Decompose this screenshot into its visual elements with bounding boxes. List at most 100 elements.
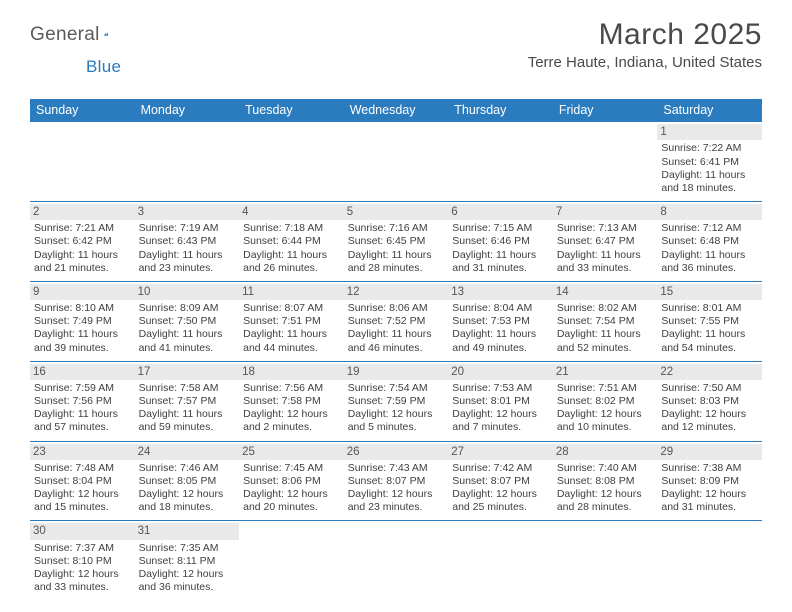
- daylight-line-2: and 12 minutes.: [661, 421, 758, 434]
- daylight-line-1: Daylight: 11 hours: [34, 328, 131, 341]
- daylight-line-1: Daylight: 11 hours: [661, 169, 758, 182]
- daylight-line-1: Daylight: 11 hours: [661, 328, 758, 341]
- sunrise-line: Sunrise: 7:51 AM: [557, 382, 654, 395]
- daylight-line-2: and 5 minutes.: [348, 421, 445, 434]
- sunrise-line: Sunrise: 7:48 AM: [34, 462, 131, 475]
- sunrise-line: Sunrise: 7:40 AM: [557, 462, 654, 475]
- calendar-cell: 5Sunrise: 7:16 AMSunset: 6:45 PMDaylight…: [344, 201, 449, 281]
- day-number: 24: [135, 444, 240, 460]
- sunset-line: Sunset: 6:47 PM: [557, 235, 654, 248]
- daylight-line-1: Daylight: 11 hours: [452, 249, 549, 262]
- daylight-line-1: Daylight: 12 hours: [452, 408, 549, 421]
- calendar-cell-empty: [553, 122, 658, 201]
- daylight-line-1: Daylight: 11 hours: [243, 328, 340, 341]
- daylight-line-2: and 57 minutes.: [34, 421, 131, 434]
- day-number: 31: [135, 523, 240, 539]
- calendar-cell: 21Sunrise: 7:51 AMSunset: 8:02 PMDayligh…: [553, 361, 658, 441]
- daylight-line-2: and 44 minutes.: [243, 342, 340, 355]
- daylight-line-1: Daylight: 11 hours: [348, 328, 445, 341]
- day-details: Sunrise: 8:06 AMSunset: 7:52 PMDaylight:…: [348, 302, 445, 355]
- daylight-line-1: Daylight: 11 hours: [452, 328, 549, 341]
- daylight-line-1: Daylight: 11 hours: [348, 249, 445, 262]
- day-number: 30: [30, 523, 135, 539]
- sunrise-line: Sunrise: 7:16 AM: [348, 222, 445, 235]
- daylight-line-1: Daylight: 12 hours: [139, 568, 236, 581]
- day-number: 28: [553, 444, 658, 460]
- calendar-row: 30Sunrise: 7:37 AMSunset: 8:10 PMDayligh…: [30, 521, 762, 600]
- day-details: Sunrise: 7:51 AMSunset: 8:02 PMDaylight:…: [557, 382, 654, 435]
- sunset-line: Sunset: 7:51 PM: [243, 315, 340, 328]
- daylight-line-1: Daylight: 11 hours: [139, 328, 236, 341]
- daylight-line-2: and 15 minutes.: [34, 501, 131, 514]
- calendar-cell: 3Sunrise: 7:19 AMSunset: 6:43 PMDaylight…: [135, 201, 240, 281]
- day-details: Sunrise: 7:43 AMSunset: 8:07 PMDaylight:…: [348, 462, 445, 515]
- sunset-line: Sunset: 6:42 PM: [34, 235, 131, 248]
- sunrise-line: Sunrise: 8:07 AM: [243, 302, 340, 315]
- calendar-cell-empty: [239, 122, 344, 201]
- sunset-line: Sunset: 7:56 PM: [34, 395, 131, 408]
- sunset-line: Sunset: 8:07 PM: [348, 475, 445, 488]
- daylight-line-1: Daylight: 11 hours: [139, 249, 236, 262]
- calendar-cell: 10Sunrise: 8:09 AMSunset: 7:50 PMDayligh…: [135, 281, 240, 361]
- sunrise-line: Sunrise: 7:53 AM: [452, 382, 549, 395]
- day-details: Sunrise: 7:16 AMSunset: 6:45 PMDaylight:…: [348, 222, 445, 275]
- calendar-cell: 18Sunrise: 7:56 AMSunset: 7:58 PMDayligh…: [239, 361, 344, 441]
- day-number: 8: [657, 204, 762, 220]
- day-number: 29: [657, 444, 762, 460]
- calendar-cell-empty: [239, 521, 344, 600]
- daylight-line-1: Daylight: 12 hours: [557, 488, 654, 501]
- day-number: 26: [344, 444, 449, 460]
- daylight-line-2: and 49 minutes.: [452, 342, 549, 355]
- day-number: 9: [30, 284, 135, 300]
- daylight-line-1: Daylight: 12 hours: [139, 488, 236, 501]
- calendar-cell: 29Sunrise: 7:38 AMSunset: 8:09 PMDayligh…: [657, 441, 762, 521]
- sunset-line: Sunset: 8:04 PM: [34, 475, 131, 488]
- daylight-line-2: and 33 minutes.: [557, 262, 654, 275]
- daylight-line-1: Daylight: 12 hours: [661, 408, 758, 421]
- calendar-cell: 6Sunrise: 7:15 AMSunset: 6:46 PMDaylight…: [448, 201, 553, 281]
- day-number: 16: [30, 364, 135, 380]
- calendar-cell-empty: [344, 521, 449, 600]
- daylight-line-1: Daylight: 12 hours: [34, 568, 131, 581]
- brand-logo: General: [30, 18, 130, 46]
- calendar-cell: 24 Sunrise: 7:46 AMSunset: 8:05 PMDayligh…: [135, 441, 240, 521]
- day-number: 27: [448, 444, 553, 460]
- daylight-line-2: and 2 minutes.: [243, 421, 340, 434]
- day-details: Sunrise: 7:21 AMSunset: 6:42 PMDaylight:…: [34, 222, 131, 275]
- day-number: 11: [239, 284, 344, 300]
- day-details: Sunrise: 7:58 AMSunset: 7:57 PMDaylight:…: [139, 382, 236, 435]
- daylight-line-2: and 7 minutes.: [452, 421, 549, 434]
- daylight-line-2: and 41 minutes.: [139, 342, 236, 355]
- sunrise-line: Sunrise: 7:46 AM: [139, 462, 236, 475]
- day-details: Sunrise: 7:46 AMSunset: 8:05 PMDaylight:…: [139, 462, 236, 515]
- day-details: Sunrise: 7:54 AMSunset: 7:59 PMDaylight:…: [348, 382, 445, 435]
- sunset-line: Sunset: 7:55 PM: [661, 315, 758, 328]
- day-header: Monday: [135, 99, 240, 122]
- calendar-row: 9Sunrise: 8:10 AMSunset: 7:49 PMDaylight…: [30, 281, 762, 361]
- day-details: Sunrise: 7:18 AMSunset: 6:44 PMDaylight:…: [243, 222, 340, 275]
- day-number: 25: [239, 444, 344, 460]
- day-number: 10: [135, 284, 240, 300]
- sunrise-line: Sunrise: 7:13 AM: [557, 222, 654, 235]
- calendar-cell: 15Sunrise: 8:01 AMSunset: 7:55 PMDayligh…: [657, 281, 762, 361]
- calendar-cell: 13Sunrise: 8:04 AMSunset: 7:53 PMDayligh…: [448, 281, 553, 361]
- calendar-cell: 23Sunrise: 7:48 AMSunset: 8:04 PMDayligh…: [30, 441, 135, 521]
- calendar-cell-empty: [135, 122, 240, 201]
- daylight-line-2: and 54 minutes.: [661, 342, 758, 355]
- calendar-cell: 25Sunrise: 7:45 AMSunset: 8:06 PMDayligh…: [239, 441, 344, 521]
- calendar-cell: 30Sunrise: 7:37 AMSunset: 8:10 PMDayligh…: [30, 521, 135, 600]
- sunset-line: Sunset: 7:53 PM: [452, 315, 549, 328]
- sunrise-line: Sunrise: 8:02 AM: [557, 302, 654, 315]
- day-details: Sunrise: 7:35 AMSunset: 8:11 PMDaylight:…: [139, 542, 236, 595]
- sunrise-line: Sunrise: 7:38 AM: [661, 462, 758, 475]
- calendar-cell: 7Sunrise: 7:13 AMSunset: 6:47 PMDaylight…: [553, 201, 658, 281]
- day-details: Sunrise: 7:42 AMSunset: 8:07 PMDaylight:…: [452, 462, 549, 515]
- brand-mark-icon: [104, 25, 109, 43]
- calendar-row: 1Sunrise: 7:22 AMSunset: 6:41 PMDaylight…: [30, 122, 762, 201]
- daylight-line-1: Daylight: 12 hours: [243, 408, 340, 421]
- sunrise-line: Sunrise: 7:15 AM: [452, 222, 549, 235]
- calendar-cell: 14Sunrise: 8:02 AMSunset: 7:54 PMDayligh…: [553, 281, 658, 361]
- sunrise-line: Sunrise: 8:04 AM: [452, 302, 549, 315]
- sunset-line: Sunset: 8:09 PM: [661, 475, 758, 488]
- day-details: Sunrise: 7:40 AMSunset: 8:08 PMDaylight:…: [557, 462, 654, 515]
